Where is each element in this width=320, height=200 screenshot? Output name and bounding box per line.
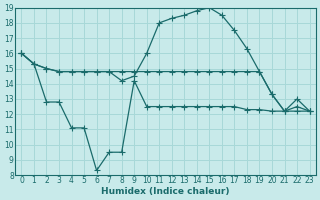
- X-axis label: Humidex (Indice chaleur): Humidex (Indice chaleur): [101, 187, 230, 196]
